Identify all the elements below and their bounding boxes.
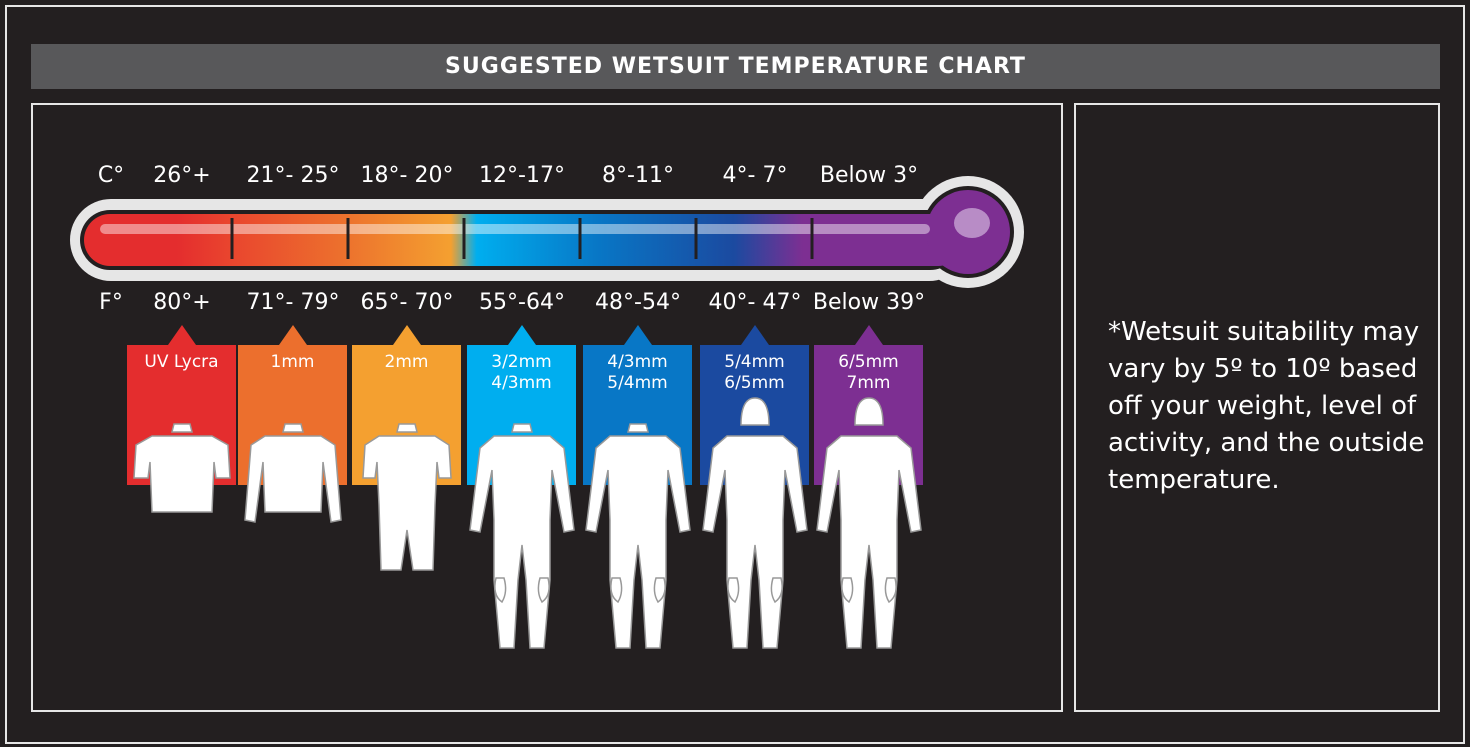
knee-pad-icon bbox=[770, 577, 783, 604]
fahrenheit-range: 80°+ bbox=[153, 290, 211, 315]
collar-icon bbox=[282, 423, 304, 433]
celsius-unit: C° bbox=[97, 163, 125, 188]
fahrenheit-range: 71°- 79° bbox=[246, 290, 340, 315]
hooded-fullsuit-icon bbox=[816, 435, 922, 649]
collar-icon bbox=[511, 423, 533, 433]
fullsuit-icon bbox=[585, 435, 691, 649]
celsius-range: 26°+ bbox=[153, 163, 211, 188]
celsius-range: 4°- 7° bbox=[722, 163, 788, 188]
celsius-range: Below 3° bbox=[819, 163, 919, 188]
fahrenheit-range: 65°- 70° bbox=[360, 290, 454, 315]
chart-title: SUGGESTED WETSUIT TEMPERATURE CHART bbox=[31, 44, 1440, 89]
suit-thickness-label: 3/2mm bbox=[491, 352, 552, 372]
collar-icon bbox=[171, 423, 193, 433]
suit-thickness-label: UV Lycra bbox=[144, 352, 219, 372]
fahrenheit-unit: F° bbox=[99, 290, 123, 315]
fullsuit-icon bbox=[469, 435, 575, 649]
celsius-range: 8°-11° bbox=[602, 163, 674, 188]
celsius-range: 21°- 25° bbox=[246, 163, 340, 188]
hooded-fullsuit-icon bbox=[702, 435, 808, 649]
thermometer-gradient bbox=[84, 214, 964, 266]
knee-pad-icon bbox=[494, 577, 507, 604]
knee-pad-icon bbox=[841, 577, 854, 604]
suit-thickness-label: 6/5mm bbox=[838, 352, 899, 372]
celsius-range: 12°-17° bbox=[479, 163, 565, 188]
fahrenheit-range: 48°-54° bbox=[595, 290, 681, 315]
shorty-wetsuit-icon bbox=[362, 435, 452, 571]
knee-pad-icon bbox=[653, 577, 666, 604]
long-sleeve-top-icon bbox=[244, 435, 342, 523]
knee-pad-icon bbox=[537, 577, 550, 604]
suit-thickness-label: 6/5mm bbox=[724, 373, 785, 393]
hood-icon bbox=[740, 397, 770, 426]
hood-icon bbox=[854, 397, 884, 426]
knee-pad-icon bbox=[884, 577, 897, 604]
suit-thickness-label: 2mm bbox=[384, 352, 429, 372]
suit-thickness-label: 5/4mm bbox=[607, 373, 668, 393]
outer-frame bbox=[5, 5, 1465, 744]
knee-pad-icon bbox=[727, 577, 740, 604]
collar-icon bbox=[396, 423, 418, 433]
range-ticks bbox=[230, 218, 814, 259]
thermometer-highlight bbox=[100, 224, 930, 234]
collar-icon bbox=[627, 423, 649, 433]
uv-lycra-short-sleeve-icon bbox=[133, 435, 231, 513]
suit-thickness-label: 7mm bbox=[846, 373, 891, 393]
suit-thickness-label: 5/4mm bbox=[724, 352, 785, 372]
fahrenheit-range: Below 39° bbox=[812, 290, 926, 315]
suitability-note: *Wetsuit suitability may vary by 5º to 1… bbox=[1108, 317, 1425, 495]
suit-thickness-label: 1mm bbox=[270, 352, 315, 372]
suit-thickness-label: 4/3mm bbox=[491, 373, 552, 393]
fahrenheit-range: 40°- 47° bbox=[708, 290, 802, 315]
chart-panel bbox=[31, 103, 1063, 712]
note-panel bbox=[1074, 103, 1440, 712]
knee-pad-icon bbox=[610, 577, 623, 604]
suit-thickness-label: 4/3mm bbox=[607, 352, 668, 372]
celsius-range: 18°- 20° bbox=[360, 163, 454, 188]
bulb-highlight bbox=[954, 208, 990, 238]
fahrenheit-range: 55°-64° bbox=[479, 290, 565, 315]
